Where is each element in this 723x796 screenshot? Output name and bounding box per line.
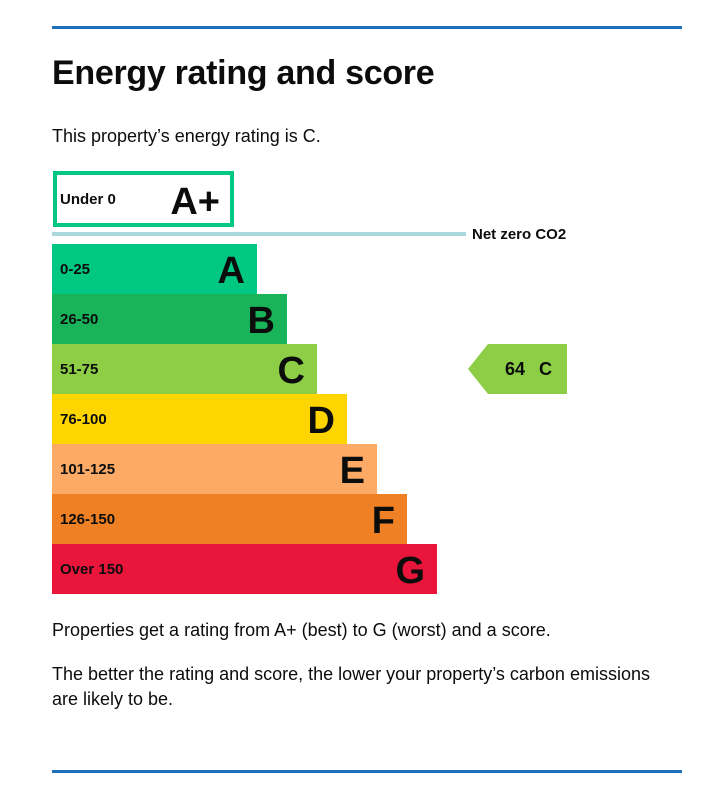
- band-a-plus-letter: A+: [170, 181, 220, 223]
- band-b-bar: [52, 294, 287, 344]
- band-a-plus-box: [53, 171, 234, 227]
- band-a-range: 0-25: [60, 261, 90, 278]
- band-e-bar: [52, 444, 377, 494]
- net-zero-label: Net zero CO2: [472, 226, 566, 243]
- band-c-range: 51-75: [60, 361, 98, 378]
- band-e-range: 101-125: [60, 461, 115, 478]
- band-f-bar: [52, 494, 407, 544]
- band-f-letter: F: [372, 500, 395, 542]
- page-title: Energy rating and score: [52, 54, 435, 92]
- band-a-plus-range: Under 0: [60, 191, 116, 208]
- band-d-bar: [52, 394, 347, 444]
- band-c-letter: C: [278, 350, 305, 392]
- top-divider: [52, 26, 682, 29]
- rating-explanation-text: Properties get a rating from A+ (best) t…: [52, 620, 551, 640]
- band-b-letter: B: [248, 300, 275, 342]
- band-g-letter: G: [395, 550, 425, 592]
- band-d-range: 76-100: [60, 411, 107, 428]
- band-g-bar: [52, 544, 437, 594]
- band-g-range: Over 150: [60, 561, 123, 578]
- current-rating-score: 64: [505, 359, 525, 379]
- band-d-letter: D: [308, 400, 335, 442]
- current-rating-arrow: [468, 344, 567, 394]
- current-rating-letter: C: [539, 359, 552, 379]
- band-e-letter: E: [340, 450, 365, 492]
- band-b-range: 26-50: [60, 311, 98, 328]
- rating-intro-text: This property’s energy rating is C.: [52, 126, 321, 146]
- bottom-divider: [52, 770, 682, 773]
- band-c-bar: [52, 344, 317, 394]
- band-a-bar: [52, 244, 257, 294]
- carbon-explanation-text: The better the rating and score, the low…: [52, 664, 650, 709]
- band-a-letter: A: [218, 250, 245, 292]
- band-f-range: 126-150: [60, 511, 115, 528]
